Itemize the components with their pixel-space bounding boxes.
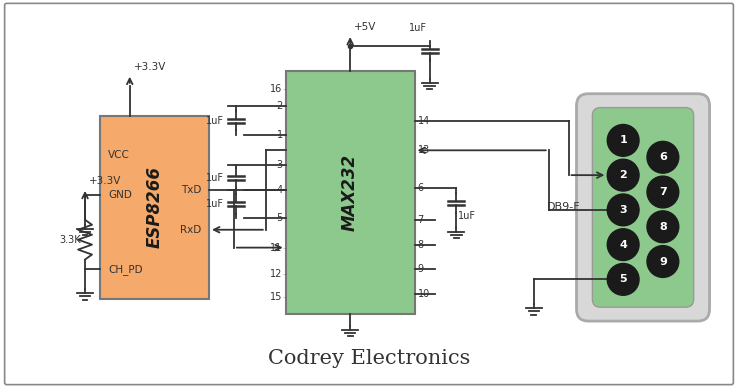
Text: 1uF: 1uF — [206, 173, 224, 183]
Text: ESP8266: ESP8266 — [145, 166, 164, 248]
Text: 14: 14 — [418, 116, 430, 126]
FancyBboxPatch shape — [100, 116, 209, 299]
Text: Codrey Electronics: Codrey Electronics — [268, 349, 470, 368]
Text: 4: 4 — [277, 185, 283, 195]
Text: 10: 10 — [418, 289, 430, 299]
FancyBboxPatch shape — [576, 94, 709, 321]
Text: 16: 16 — [270, 84, 283, 94]
Text: +5V: +5V — [354, 22, 376, 32]
Text: 3: 3 — [277, 160, 283, 170]
Text: MAX232: MAX232 — [341, 154, 359, 231]
Circle shape — [647, 176, 679, 208]
Text: 1uF: 1uF — [458, 211, 476, 221]
Circle shape — [607, 194, 639, 226]
Text: 2: 2 — [619, 170, 627, 180]
Circle shape — [607, 263, 639, 295]
Circle shape — [607, 159, 639, 191]
Text: +3.3V: +3.3V — [134, 62, 166, 72]
Text: TxD: TxD — [181, 185, 201, 195]
Text: 6: 6 — [659, 152, 667, 162]
Text: 12: 12 — [270, 269, 283, 279]
Text: 15: 15 — [270, 292, 283, 302]
Circle shape — [647, 211, 679, 242]
Text: 9: 9 — [659, 256, 667, 267]
Circle shape — [647, 141, 679, 173]
Circle shape — [607, 125, 639, 156]
Text: DB9-F: DB9-F — [547, 202, 581, 212]
Text: 1: 1 — [277, 130, 283, 140]
Text: CH_PD: CH_PD — [108, 264, 142, 275]
Text: 1uF: 1uF — [206, 199, 224, 209]
Text: 1: 1 — [619, 135, 627, 146]
Text: 13: 13 — [418, 146, 430, 155]
Text: 5: 5 — [619, 274, 627, 284]
Text: 8: 8 — [418, 240, 424, 249]
Text: 8: 8 — [659, 222, 666, 232]
Text: 11: 11 — [270, 242, 283, 253]
Text: 7: 7 — [659, 187, 666, 197]
Text: 1uF: 1uF — [206, 116, 224, 126]
Text: 7: 7 — [418, 215, 424, 225]
FancyBboxPatch shape — [286, 71, 415, 314]
Text: 3: 3 — [619, 205, 627, 215]
Text: 9: 9 — [418, 265, 424, 274]
Text: 1uF: 1uF — [409, 23, 427, 33]
Text: VCC: VCC — [108, 150, 130, 160]
Text: 4: 4 — [619, 240, 627, 249]
Text: 5: 5 — [276, 213, 283, 223]
Text: 2: 2 — [276, 100, 283, 111]
Circle shape — [607, 229, 639, 260]
Text: 3.3K: 3.3K — [60, 235, 81, 245]
FancyBboxPatch shape — [4, 3, 734, 385]
Circle shape — [647, 246, 679, 277]
Text: RxD: RxD — [180, 225, 201, 235]
FancyBboxPatch shape — [593, 107, 694, 307]
Text: +3.3V: +3.3V — [89, 176, 121, 186]
Text: 6: 6 — [418, 183, 424, 193]
Text: GND: GND — [108, 190, 132, 200]
